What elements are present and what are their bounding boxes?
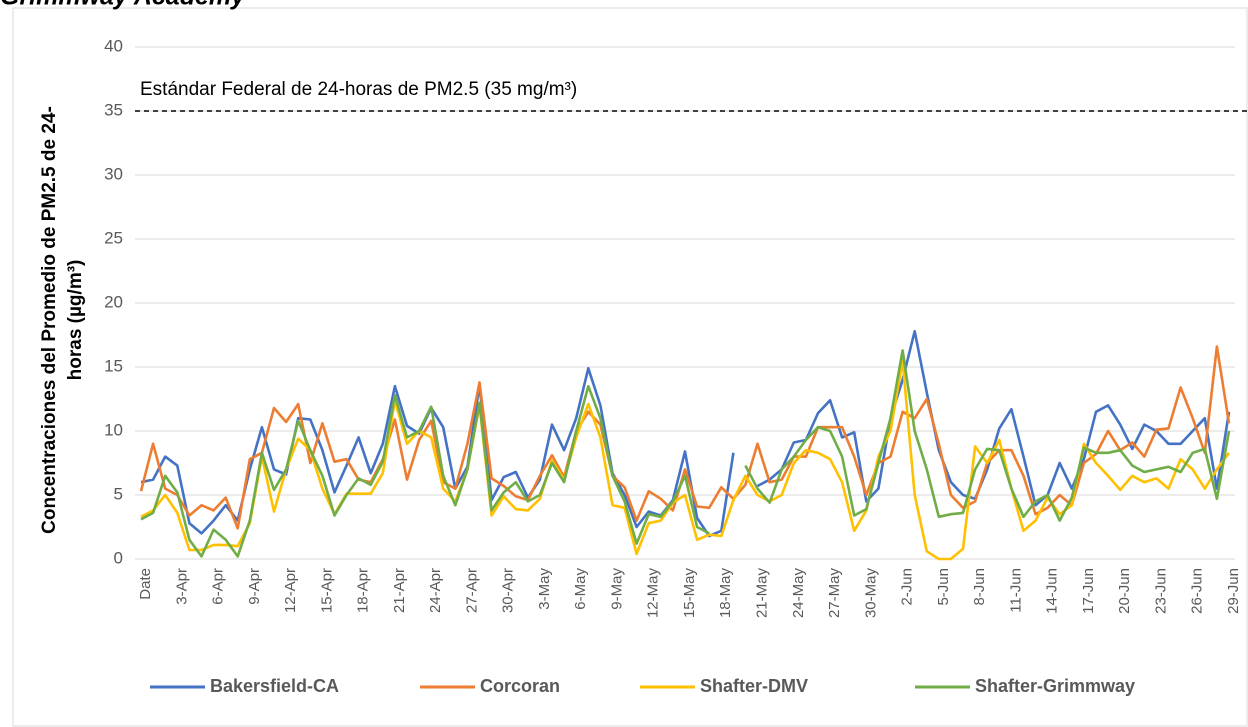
chart-title: Grimmway Academy [0,0,246,11]
y-axis-title: Concentraciones del Promedio de PM2.5 de… [39,106,86,534]
x-tick-label: 2-Jun [899,568,916,606]
x-tick: 30-Apr [500,568,517,613]
y-tick-label: 15 [104,356,123,375]
x-tick: 9-Apr [246,568,263,605]
x-tick-label: 12-Apr [282,568,299,613]
x-tick-label: 27-Apr [463,568,480,613]
x-tick-label: 24-Apr [427,568,444,613]
x-tick: 3-Apr [173,568,190,605]
series-line [139,345,1231,530]
x-tick: 3-May [536,568,553,610]
x-tick-label: 15-May [681,568,698,619]
x-tick-label: 24-May [790,568,807,619]
x-tick-label: 9-Apr [246,568,263,605]
x-tick: 30-May [862,568,879,619]
y-axis-title-line: Concentraciones del Promedio de PM2.5 de… [39,106,60,534]
legend-label: Shafter-DMV [700,676,808,696]
x-tick-label: 18-Apr [355,568,372,613]
y-tick-label: 30 [104,164,123,183]
x-tick-label: 6-Apr [210,568,227,605]
x-tick: 15-Apr [318,568,335,613]
x-tick: Date [137,568,154,600]
x-tick: 29-Jun [1225,568,1242,614]
series-line [140,349,1231,558]
x-tick-label: Date [137,568,154,600]
x-tick: 12-Apr [282,568,299,613]
x-tick-label: 12-May [645,568,662,619]
x-tick-label: 5-Jun [935,568,952,606]
x-tick: 6-Apr [210,568,227,605]
legend-label: Bakersfield-CA [210,676,339,696]
x-tick-label: 17-Jun [1080,568,1097,614]
x-tick-label: 30-Apr [500,568,517,613]
x-tick: 20-Jun [1116,568,1133,614]
x-tick: 8-Jun [971,568,988,606]
x-tick-label: 8-Jun [971,568,988,606]
x-tick-label: 15-Apr [318,568,335,613]
x-tick: 15-May [681,568,698,619]
x-tick: 23-Jun [1152,568,1169,614]
y-tick-label: 0 [114,548,123,567]
chart-border [12,7,1248,727]
x-tick: 18-Apr [355,568,372,613]
annotation: Estándar Federal de 24-horas de PM2.5 (3… [140,79,577,100]
x-tick-label: 21-Apr [391,568,408,613]
x-tick: 17-Jun [1080,568,1097,614]
x-tick-label: 18-May [717,568,734,619]
x-tick: 24-Apr [427,568,444,613]
y-tick-label: 40 [104,36,123,55]
x-tick-label: 9-May [608,568,625,610]
x-tick-label: 30-May [862,568,879,619]
x-tick-label: 3-May [536,568,553,610]
x-tick: 9-May [608,568,625,610]
x-tick: 6-May [572,568,589,610]
x-tick: 21-Apr [391,568,408,613]
x-tick: 5-Jun [935,568,952,606]
x-tick-label: 20-Jun [1116,568,1133,614]
x-tick-label: 26-Jun [1189,568,1206,614]
x-tick: 21-May [753,568,770,619]
x-tick: 14-Jun [1044,568,1061,614]
x-tick-label: 6-May [572,568,589,610]
x-tick: 27-Apr [463,568,480,613]
x-tick: 26-Jun [1189,568,1206,614]
y-tick-label: 20 [104,292,123,311]
x-tick: 11-Jun [1007,568,1024,613]
x-tick-label: 23-Jun [1152,568,1169,614]
y-tick-label: 35 [104,100,123,119]
x-tick-label: 11-Jun [1007,568,1024,613]
y-tick-label: 5 [114,484,123,503]
x-tick-label: 3-Apr [173,568,190,605]
x-tick-label: 27-May [826,568,843,619]
legend-label: Shafter-Grimmway [975,676,1135,696]
x-tick-label: 21-May [753,568,770,619]
y-axis-title-line: horas (µg/m³) [65,260,86,381]
y-tick-label: 10 [104,420,123,439]
x-tick: 27-May [826,568,843,619]
x-tick: 24-May [790,568,807,619]
series-line [140,359,1231,561]
x-tick: 12-May [645,568,662,619]
x-tick: 2-Jun [899,568,916,606]
x-tick-label: 14-Jun [1044,568,1061,614]
y-tick-label: 25 [104,228,123,247]
x-tick-label: 29-Jun [1225,568,1242,614]
legend-label: Corcoran [480,676,560,696]
x-tick: 18-May [717,568,734,619]
